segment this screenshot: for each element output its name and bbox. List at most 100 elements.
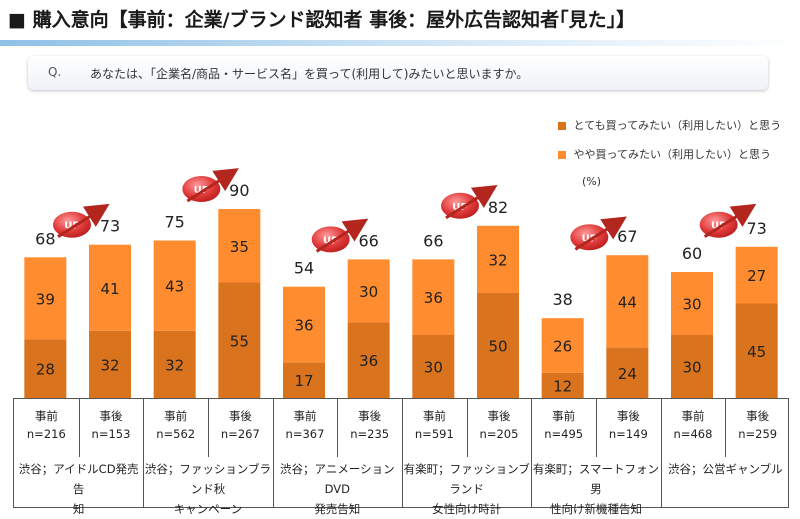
chart-legend: とても買ってみたい（利用したい）と思う やや買ってみたい（利用したい）と思う (… — [558, 117, 781, 204]
bar-segment-second-box — [218, 209, 261, 283]
legend-label-second: やや買ってみたい（利用したい）と思う — [573, 148, 771, 161]
category-sample-size: n=562 — [156, 427, 196, 441]
category-sample-size: n=259 — [738, 427, 778, 441]
bar-label-top-box: 32 — [165, 356, 184, 374]
category-cell: 事前 n=367 — [273, 399, 338, 457]
group-label-line2: 知 — [72, 502, 85, 516]
bar-label-second-box: 36 — [424, 289, 443, 307]
bar-total-label: 90 — [229, 181, 249, 200]
bar-label-top-box: 50 — [488, 338, 507, 356]
up-arrow — [57, 203, 110, 238]
bar-label-top-box: 30 — [424, 359, 443, 377]
category-label: 事前 — [422, 409, 446, 423]
page-title: ■ 購入意向【事前：企業/ブランド認知者 事後：屋外広告認知者｢見た｣】 — [8, 9, 636, 31]
category-cell: 事前 n=591 — [402, 399, 467, 457]
bar-label-top-box: 32 — [100, 356, 119, 374]
category-cell: 事前 n=468 — [661, 399, 726, 457]
bar-total-label: 60 — [682, 244, 702, 263]
table-divider — [466, 399, 468, 457]
bar-total-label: 75 — [164, 213, 184, 232]
group-label-line1: 有楽町；ファッションブランド — [403, 462, 530, 496]
legend-item-second: やや買ってみたい（利用したい）と思う — [558, 146, 781, 175]
up-badge — [441, 192, 479, 219]
bar-label-second-box: 30 — [682, 296, 701, 314]
bar-segment-second-box — [541, 318, 584, 373]
up-arrow — [445, 184, 498, 220]
bar-segment-top-box — [218, 282, 261, 398]
bar-label-second-box: 41 — [100, 280, 119, 298]
bar-total-label: 54 — [294, 259, 314, 278]
table-divider — [143, 399, 145, 507]
bar-segment-top-box — [153, 330, 196, 398]
bar-segment-second-box — [347, 259, 390, 323]
group-label-line1: 渋谷；アニメーションDVD — [280, 462, 395, 496]
group-label: 渋谷；アイドルCD発売告知 — [14, 457, 143, 516]
bar-label-second-box: 36 — [294, 317, 313, 335]
category-sample-size: n=495 — [544, 427, 584, 441]
bar-segment-top-box — [606, 347, 649, 398]
bar-total-label: 38 — [552, 290, 572, 309]
table-divider — [208, 399, 209, 457]
legend-unit: (%) — [582, 175, 602, 188]
bar-segment-second-box — [735, 246, 778, 304]
bar-segment-second-box — [412, 259, 455, 335]
category-label: 事後 — [228, 409, 252, 423]
category-sample-size: n=468 — [673, 427, 713, 441]
bar-total-label: 67 — [617, 227, 637, 246]
bar-segment-top-box — [735, 303, 778, 398]
category-cell: 事前 n=562 — [143, 399, 208, 457]
category-sample-size: n=367 — [285, 427, 325, 441]
group-label-line2: 性向け新機種告知 — [549, 502, 642, 516]
bar-label-top-box: 17 — [294, 372, 313, 390]
bar-segment-second-box — [153, 240, 196, 331]
category-label: 事後 — [487, 409, 511, 423]
up-arrow — [186, 168, 239, 203]
bar-total-label: 73 — [746, 219, 766, 238]
group-label-line1: 渋谷；公営ギャンブル — [667, 462, 783, 476]
table-divider — [78, 399, 80, 457]
up-arrow — [315, 218, 369, 253]
bar-label-second-box: 27 — [747, 267, 766, 285]
up-arrow — [703, 203, 757, 238]
legend-label-top: とても買ってみたい（利用したい）と思う — [573, 119, 782, 132]
group-label: 有楽町；ファッションブランド女性向け時計 — [402, 457, 531, 516]
bar-total-label: 82 — [488, 198, 508, 217]
legend-swatch-dark — [558, 122, 566, 130]
category-cell: 事前 n=495 — [531, 399, 596, 457]
bar-label-second-box: 35 — [230, 238, 249, 256]
category-sample-size: n=267 — [220, 427, 260, 441]
bar-segment-top-box — [412, 335, 455, 398]
up-badge — [182, 176, 221, 202]
category-cell: 事後 n=267 — [208, 399, 273, 457]
bar-segment-second-box — [671, 272, 713, 335]
bar-segment-second-box — [477, 225, 519, 293]
group-label: 有楽町；スマートフォン男性向け新機種告知 — [531, 457, 660, 516]
bar-segment-second-box — [89, 244, 131, 331]
group-label-line2: 女性向け時計 — [432, 502, 502, 516]
title-underline — [0, 40, 800, 46]
bar-segment-top-box — [24, 339, 67, 398]
table-divider — [725, 399, 727, 457]
category-label: 事前 — [34, 409, 58, 423]
question-box: Q. あなたは、「企業名/商品・サービス名」を買って(利用して)みたいと思います… — [28, 56, 768, 90]
category-label: 事前 — [293, 409, 317, 423]
group-label-line1: 有楽町；スマートフォン男 — [532, 462, 660, 496]
bar-segment-top-box — [541, 372, 584, 398]
group-label: 渋谷；公営ギャンブル — [661, 457, 790, 507]
up-badge — [311, 226, 350, 253]
table-divider — [402, 399, 403, 507]
bar-label-second-box: 30 — [359, 283, 378, 301]
category-sample-size: n=153 — [91, 427, 131, 441]
table-divider — [337, 399, 339, 457]
category-cell: 事前 n=216 — [14, 399, 79, 457]
category-cell: 事後 n=235 — [337, 399, 402, 457]
category-sample-size: n=591 — [414, 427, 454, 441]
category-cell: 事後 n=205 — [467, 399, 532, 457]
bar-segment-top-box — [283, 362, 325, 398]
category-table: 事前 n=216 事後 n=153 事前 n=562 事後 n=267 事前 n=367 事後 n=2… — [13, 398, 790, 516]
category-cell: 事後 n=153 — [79, 399, 144, 457]
bar-segment-top-box — [347, 322, 390, 398]
legend-swatch-light — [558, 151, 566, 159]
category-sample-size: n=216 — [26, 427, 66, 441]
bar-label-top-box: 55 — [230, 332, 249, 350]
